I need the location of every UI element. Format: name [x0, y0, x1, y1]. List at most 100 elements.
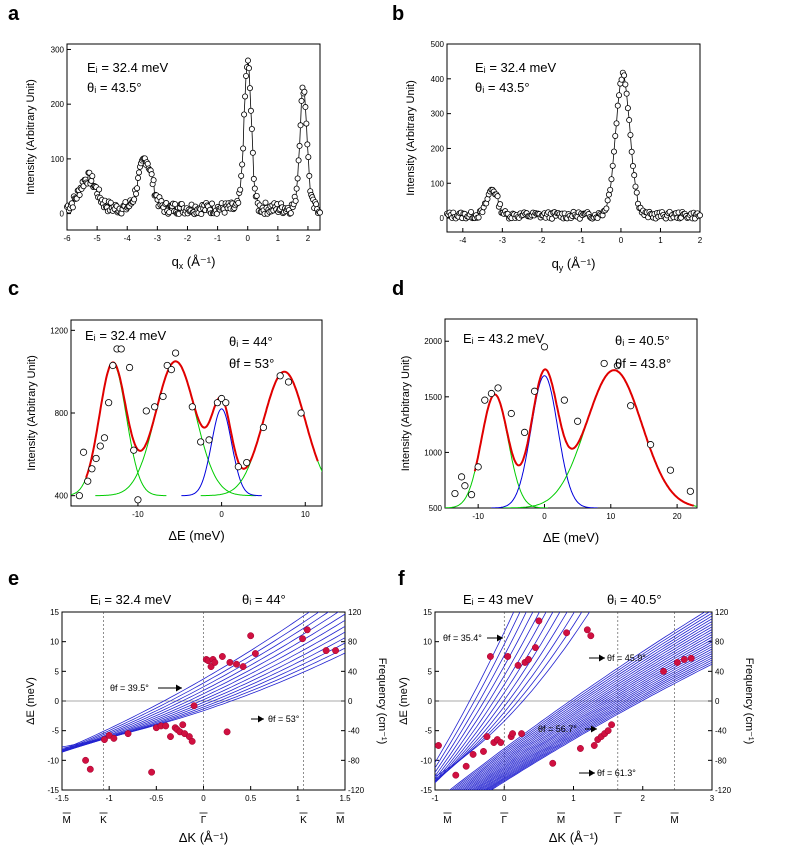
y-right-tick-label: 80 [348, 638, 357, 647]
y-tick-label: 300 [51, 45, 65, 54]
data-point [587, 632, 595, 640]
x-tick-label: 1 [658, 236, 663, 245]
y-tick-label: 400 [55, 492, 69, 501]
scan-curve [487, 659, 712, 790]
scan-curve [435, 612, 521, 769]
panel-letter: e [8, 568, 19, 590]
y-tick-label: 0 [428, 697, 433, 706]
data-point [549, 759, 557, 767]
data-point [531, 644, 539, 652]
scan-arrowhead [591, 725, 597, 733]
data-point [520, 428, 529, 436]
y-tick-label: 200 [431, 144, 445, 153]
data-point [687, 654, 695, 662]
data-point [494, 384, 502, 392]
scan-arrowhead [176, 684, 182, 692]
data-point [480, 747, 487, 755]
data-point [245, 65, 252, 72]
data-point [626, 117, 633, 124]
scan-curve [62, 612, 320, 752]
data-point [105, 399, 113, 407]
data-point [576, 745, 584, 752]
data-point [295, 157, 302, 164]
x-tick-label: 0 [219, 510, 224, 519]
data-point [583, 626, 591, 634]
y-tick-label: 2000 [424, 337, 442, 346]
y-tick-label: 15 [50, 608, 59, 617]
panel-letter: d [392, 278, 404, 300]
symmetry-label: Γ [501, 815, 507, 826]
data-point [96, 186, 103, 193]
data-point [633, 189, 640, 196]
symmetry-label: M [670, 815, 678, 826]
y-right-tick-label: 80 [715, 638, 724, 647]
symmetry-label: M [557, 815, 565, 826]
data-point [226, 658, 234, 666]
x-tick-label: -0.5 [149, 794, 163, 803]
scan-arrowhead [258, 715, 264, 723]
y-tick-label: 1500 [424, 393, 442, 402]
scan-curve [472, 639, 712, 790]
annotation-0: Eᵢ = 32.4 meV [87, 60, 169, 75]
data-point [297, 122, 304, 129]
data-point [306, 172, 313, 179]
x-tick-label: 0.5 [245, 794, 257, 803]
scan-curve [455, 615, 712, 790]
data-point [563, 629, 571, 637]
data-point [133, 190, 140, 197]
x-tick-label: -1 [578, 236, 586, 245]
data-point [509, 730, 517, 738]
fit-total [473, 368, 694, 507]
data-point [247, 107, 254, 114]
y-right-axis-label: Frequency (cm⁻¹) [743, 658, 755, 745]
x-tick-label: -3 [154, 234, 162, 243]
data-point [697, 212, 704, 219]
data-point [218, 394, 226, 403]
data-point [507, 409, 515, 418]
data-point [238, 172, 245, 179]
data-point [86, 765, 94, 773]
y-right-tick-label: -120 [715, 786, 732, 795]
scan-curve [479, 648, 712, 790]
data-point [483, 733, 491, 741]
x-tick-label: -4 [124, 234, 132, 243]
data-point [621, 72, 628, 79]
y-tick-label: -10 [420, 756, 432, 765]
data-point [88, 465, 96, 473]
scan-curve [435, 612, 527, 773]
data-point [136, 169, 143, 176]
data-point [188, 403, 196, 411]
x-axis-label: ΔE (meV) [168, 528, 224, 543]
y-tick-label: 5 [428, 667, 433, 676]
data-point [497, 739, 505, 746]
data-point [609, 162, 616, 169]
data-point [82, 756, 90, 764]
data-point [504, 653, 512, 660]
fit-component [445, 394, 548, 508]
x-tick-label: 0 [502, 794, 507, 803]
data-point [686, 487, 694, 495]
data-point [298, 97, 305, 104]
y-tick-label: 300 [431, 110, 445, 119]
data-point [197, 438, 205, 446]
scan-curve [449, 612, 706, 790]
data-point [205, 436, 213, 444]
x-tick-label: 10 [301, 510, 310, 519]
data-point [614, 102, 621, 109]
data-point [223, 728, 231, 736]
data-point [497, 201, 504, 208]
scan-curve [435, 612, 515, 763]
data-point [92, 454, 100, 463]
symmetry-label: M [443, 815, 451, 826]
data-point [623, 90, 630, 97]
data-point [622, 81, 629, 88]
data-point [548, 215, 555, 222]
panel-e: e -1.5 -1 -0.5 0 0.5 1 1.5 -15 -10 -5 0 5 10 15 -120 -80… [8, 568, 388, 845]
x-tick-label: 2 [698, 236, 703, 245]
data-point [316, 209, 323, 216]
data-point [632, 183, 639, 190]
data-point [467, 491, 476, 499]
scan-label: θf = 39.5° [110, 683, 149, 693]
data-point [660, 667, 667, 675]
